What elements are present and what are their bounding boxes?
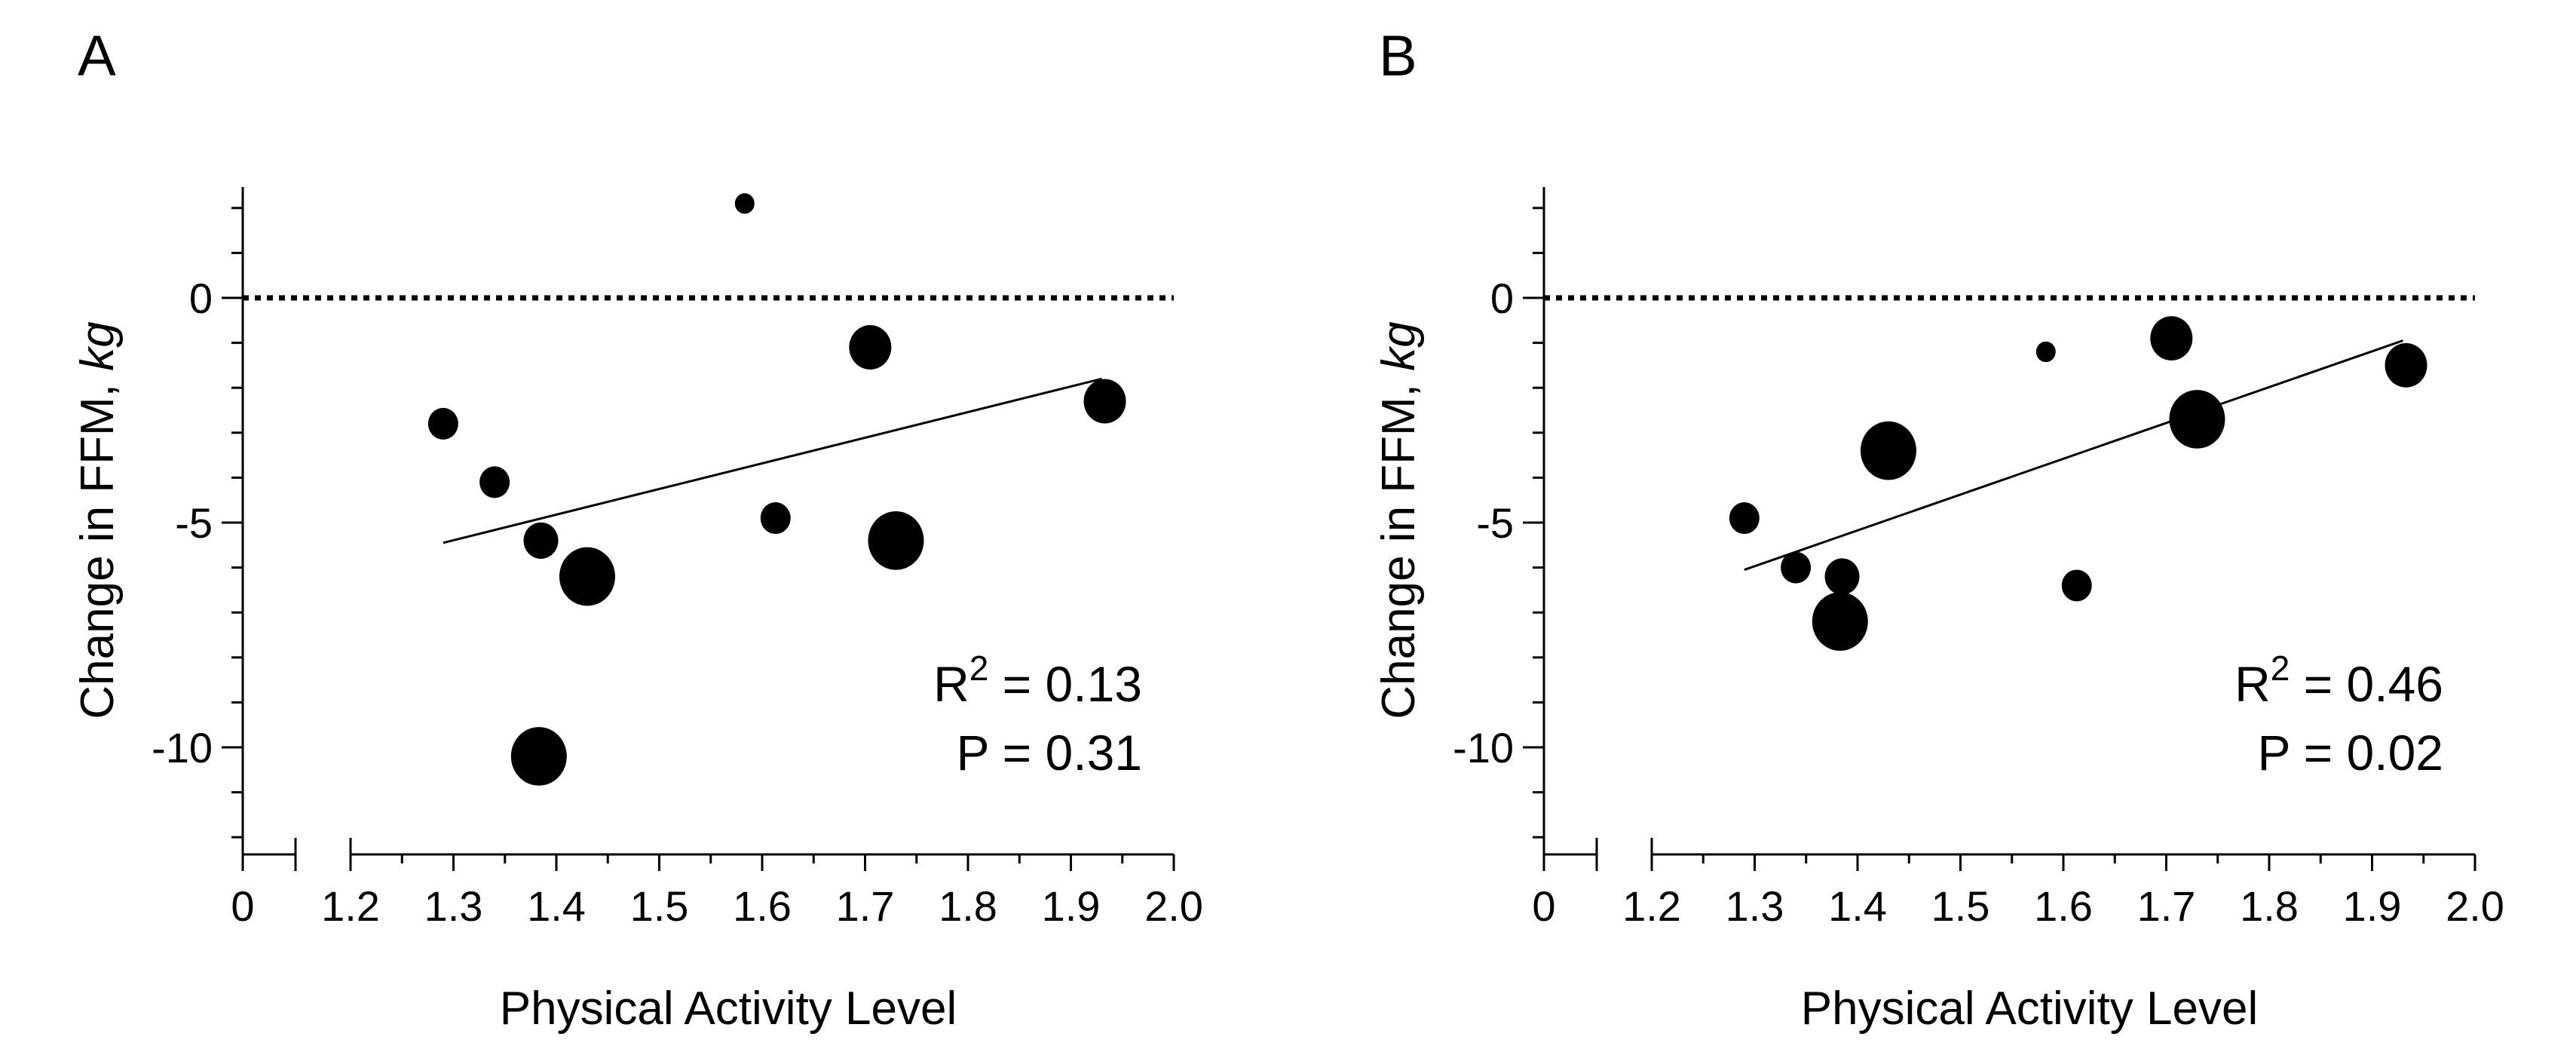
data-point: [1824, 558, 1860, 595]
y-axis-title-main: Change in FFM,: [72, 371, 124, 719]
x-tick-label: 1.3: [424, 882, 483, 930]
data-point: [2061, 569, 2092, 602]
r-squared-value: = 0.46: [2290, 656, 2443, 712]
p-value-label: P = 0.31: [956, 725, 1142, 781]
data-point: [1083, 379, 1126, 424]
x-axis-title: Physical Activity Level: [1801, 983, 2258, 1035]
x-tick-label: 1.7: [2137, 882, 2196, 930]
data-point: [868, 511, 924, 570]
r-squared-prefix: R: [933, 656, 969, 712]
data-point: [2385, 343, 2427, 388]
regression-line: [1744, 339, 2403, 571]
data-point: [1729, 502, 1760, 535]
r-squared-label: R2 = 0.46: [2234, 649, 2443, 712]
x-tick-label: 1.4: [527, 882, 586, 930]
x-tick-label: 1.2: [321, 882, 380, 930]
x-tick-label: 1.3: [1726, 882, 1784, 930]
data-point: [1812, 592, 1868, 651]
x-tick-label: 1.5: [630, 882, 689, 930]
x-tick-label: 1.7: [836, 882, 895, 930]
y-axis-title: Change in FFM, kg: [1373, 321, 1425, 719]
panel-letter: A: [78, 24, 116, 88]
data-point: [510, 727, 567, 786]
x-tick-label: 0: [231, 882, 254, 930]
x-tick-label: 0: [1532, 882, 1555, 930]
y-axis-title-unit: kg: [1373, 321, 1425, 370]
x-tick-label: 1.8: [2240, 882, 2299, 930]
panel-b: B 0 -5 -10 0 1.2 1.3 1.4 1.5 1.6 1.7 1.8 1.9 2.0 Physi…: [1373, 24, 2504, 1035]
regression-line: [443, 377, 1102, 544]
y-axis-title: Change in FFM, kg: [72, 321, 124, 719]
data-point: [734, 193, 755, 214]
x-tick-label: 1.2: [1622, 882, 1681, 930]
panel-letter: B: [1379, 24, 1417, 88]
x-tick-label: 2.0: [1144, 882, 1203, 930]
r-squared-label: R2 = 0.13: [933, 649, 1142, 712]
x-tick-label: 1.5: [1931, 882, 1990, 930]
y-tick-label: -5: [175, 499, 213, 547]
x-axis-title: Physical Activity Level: [500, 983, 957, 1035]
data-point: [523, 522, 559, 559]
data-point: [760, 502, 791, 535]
x-tick-label: 2.0: [2446, 882, 2504, 930]
data-point: [1781, 551, 1812, 584]
p-value-label: P = 0.02: [2257, 725, 2443, 781]
panel-a: A 0 -5 -10 0 1.2 1.3 1.4 1.5 1.6 1.7 1.8 1.9 2.0 Physi…: [72, 24, 1203, 1035]
x-tick-label: 1.6: [2034, 882, 2093, 930]
data-point: [559, 547, 615, 606]
y-tick-label: -10: [1453, 724, 1514, 771]
x-tick-label: 1.6: [733, 882, 792, 930]
data-point: [2169, 390, 2225, 449]
data-point: [1860, 421, 1916, 480]
r-squared-superscript: 2: [2271, 649, 2290, 688]
y-tick-label: -10: [152, 724, 213, 771]
x-tick-label: 1.9: [2343, 882, 2402, 930]
x-tick-label: 1.9: [1042, 882, 1101, 930]
y-axis-title-main: Change in FFM,: [1373, 371, 1425, 719]
data-point: [427, 407, 458, 440]
r-squared-superscript: 2: [969, 649, 989, 688]
data-point: [479, 466, 510, 498]
x-tick-label: 1.4: [1828, 882, 1887, 930]
data-point: [2035, 341, 2056, 363]
y-axis-title-unit: kg: [72, 321, 124, 370]
r-squared-prefix: R: [2234, 656, 2271, 712]
y-tick-label: 0: [189, 275, 213, 322]
x-tick-label: 1.8: [939, 882, 997, 930]
data-point: [2150, 316, 2193, 361]
y-tick-label: 0: [1490, 275, 1514, 322]
data-point: [849, 325, 892, 370]
r-squared-value: = 0.13: [988, 656, 1142, 712]
y-tick-label: -5: [1476, 499, 1514, 547]
